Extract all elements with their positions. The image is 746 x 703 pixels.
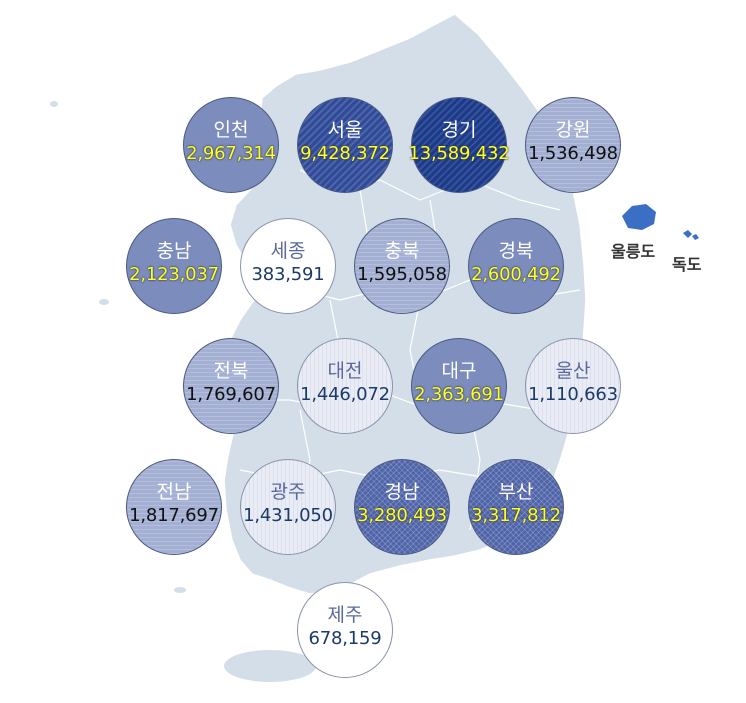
- region-value: 2,123,037: [129, 264, 219, 285]
- region-name: 울산: [555, 360, 591, 382]
- region-bubble-gyeonggi[interactable]: 경기 13,589,432: [408, 97, 510, 193]
- region-bubble-gyeongbuk[interactable]: 경북 2,600,492: [468, 218, 564, 314]
- region-name: 부산: [498, 481, 534, 503]
- west-islands-2: [99, 299, 109, 305]
- region-name: 대전: [327, 360, 363, 382]
- region-bubble-chungnam[interactable]: 충남 2,123,037: [126, 218, 222, 314]
- region-value: 383,591: [251, 264, 325, 285]
- region-bubble-busan[interactable]: 부산 3,317,812: [468, 459, 564, 555]
- region-bubble-jeonnam[interactable]: 전남 1,817,697: [126, 459, 222, 555]
- region-name: 세종: [270, 240, 306, 262]
- region-bubble-gwangju[interactable]: 광주 1,431,050: [240, 459, 336, 555]
- region-name: 경기: [441, 119, 477, 141]
- region-name: 전남: [156, 481, 192, 503]
- south-islands: [174, 587, 186, 593]
- region-bubble-sejong[interactable]: 세종 383,591: [240, 218, 336, 314]
- region-value: 1,769,607: [186, 384, 276, 405]
- region-value: 1,431,050: [243, 505, 333, 526]
- jeju-island: [224, 650, 316, 682]
- region-value: 1,446,072: [300, 384, 390, 405]
- region-name: 경남: [384, 481, 420, 503]
- region-value: 2,600,492: [471, 264, 561, 285]
- region-name: 경북: [498, 240, 534, 262]
- region-value: 2,967,314: [186, 143, 276, 164]
- region-bubble-gyeongnam[interactable]: 경남 3,280,493: [354, 459, 450, 555]
- region-name: 광주: [270, 481, 306, 503]
- region-value: 13,589,432: [408, 143, 510, 164]
- region-value: 1,536,498: [528, 143, 618, 164]
- region-name: 대구: [441, 360, 477, 382]
- region-name: 서울: [327, 119, 363, 141]
- region-bubble-ulsan[interactable]: 울산 1,110,663: [525, 338, 621, 434]
- ulleungdo-label: 울릉도: [611, 242, 656, 261]
- region-bubble-daejeon[interactable]: 대전 1,446,072: [297, 338, 393, 434]
- region-bubble-gangwon[interactable]: 강원 1,536,498: [525, 97, 621, 193]
- region-bubble-daegu[interactable]: 대구 2,363,691: [411, 338, 507, 434]
- region-value: 3,317,812: [471, 505, 561, 526]
- region-name: 충북: [384, 240, 420, 262]
- region-value: 1,817,697: [129, 505, 219, 526]
- ulleungdo-shape: [622, 204, 656, 230]
- region-name: 제주: [327, 604, 363, 626]
- region-bubble-jeju[interactable]: 제주 678,159: [297, 582, 393, 678]
- dokdo-label: 독도: [672, 255, 702, 274]
- region-name: 전북: [213, 360, 249, 382]
- region-value: 9,428,372: [300, 143, 390, 164]
- region-name: 강원: [555, 119, 591, 141]
- region-value: 678,159: [308, 628, 382, 649]
- region-bubble-incheon[interactable]: 인천 2,967,314: [183, 97, 279, 193]
- region-value: 2,363,691: [414, 384, 504, 405]
- region-value: 1,110,663: [528, 384, 618, 405]
- region-bubble-chungbuk[interactable]: 충북 1,595,058: [354, 218, 450, 314]
- west-islands: [50, 101, 58, 107]
- dokdo-shape: [683, 230, 699, 240]
- region-bubble-jeonbuk[interactable]: 전북 1,769,607: [183, 338, 279, 434]
- region-name: 충남: [156, 240, 192, 262]
- region-value: 3,280,493: [357, 505, 447, 526]
- region-value: 1,595,058: [357, 264, 447, 285]
- region-bubble-seoul[interactable]: 서울 9,428,372: [297, 97, 393, 193]
- region-name: 인천: [213, 119, 249, 141]
